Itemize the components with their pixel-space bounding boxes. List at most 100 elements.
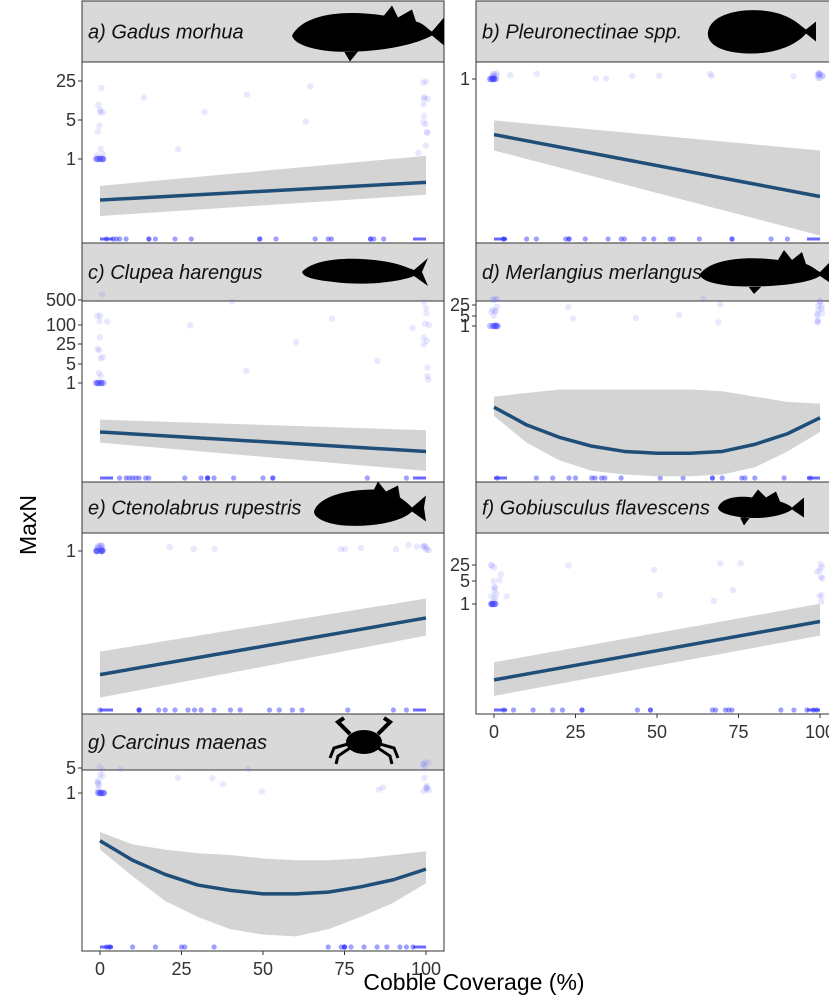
observation-point bbox=[492, 322, 499, 330]
zero-observation bbox=[299, 707, 305, 713]
zero-observation bbox=[130, 475, 136, 481]
observation-point bbox=[420, 298, 428, 305]
zero-observation bbox=[709, 475, 716, 481]
observation-point bbox=[490, 75, 498, 83]
observation-point bbox=[201, 108, 208, 116]
zero-observation bbox=[198, 707, 204, 713]
observation-point bbox=[493, 69, 500, 77]
zero-observation bbox=[651, 236, 657, 242]
observation-point bbox=[292, 338, 300, 346]
observation-point bbox=[94, 379, 102, 387]
observation-point bbox=[96, 547, 104, 554]
zero-observation bbox=[768, 236, 774, 242]
observation-point bbox=[790, 73, 797, 80]
panel-g: g) Carcinus maenas 5 1 0 25 50 75 100 bbox=[66, 713, 445, 979]
zero-observation bbox=[136, 707, 142, 713]
observation-point bbox=[98, 546, 105, 553]
panel-a: a) Gadus morhua 25 5 1 bbox=[56, 0, 445, 244]
observation-point bbox=[424, 95, 431, 103]
observation-point bbox=[337, 546, 345, 553]
observation-point bbox=[96, 155, 103, 162]
zero-observation bbox=[657, 475, 663, 481]
zero-observation bbox=[598, 475, 605, 481]
observation-point bbox=[715, 319, 722, 326]
observation-point bbox=[592, 75, 599, 82]
observation-point bbox=[97, 155, 104, 163]
observation-point bbox=[99, 155, 106, 163]
observation-point bbox=[95, 101, 102, 109]
observation-point bbox=[819, 73, 826, 80]
observation-point bbox=[96, 122, 103, 129]
observation-point bbox=[491, 594, 498, 602]
y-tick-label: 1 bbox=[66, 373, 76, 393]
panel-title: d) Merlangius merlangus bbox=[482, 262, 702, 284]
observation-point bbox=[490, 75, 498, 83]
observation-point bbox=[92, 547, 100, 555]
observation-point bbox=[98, 547, 106, 555]
zero-observation bbox=[667, 236, 673, 242]
observation-point bbox=[488, 75, 495, 82]
observation-point bbox=[602, 75, 610, 82]
observation-point bbox=[814, 319, 821, 326]
observation-point bbox=[487, 561, 495, 568]
zero-observation bbox=[143, 475, 149, 481]
observation-point bbox=[190, 545, 197, 553]
observation-point bbox=[94, 547, 101, 555]
observation-point bbox=[814, 72, 821, 79]
observation-point bbox=[174, 774, 182, 781]
observation-point bbox=[815, 302, 822, 309]
observation-point bbox=[717, 301, 724, 308]
y-tick-label: 1 bbox=[66, 783, 76, 803]
observation-point bbox=[814, 70, 822, 77]
x-tick-label: 25 bbox=[565, 722, 585, 742]
zero-observation bbox=[550, 707, 556, 713]
zero-observation bbox=[579, 707, 585, 713]
observation-point bbox=[491, 583, 498, 591]
observation-point bbox=[650, 566, 658, 574]
observation-point bbox=[97, 379, 104, 387]
observation-point bbox=[492, 75, 500, 83]
confidence-ribbon bbox=[100, 831, 426, 937]
zero-observation bbox=[397, 944, 403, 950]
observation-point bbox=[413, 543, 421, 550]
zero-observation bbox=[709, 475, 716, 481]
observation-point bbox=[817, 560, 824, 568]
observation-point bbox=[97, 545, 105, 553]
observation-point bbox=[95, 785, 102, 793]
zero-observation bbox=[133, 475, 139, 481]
observation-point bbox=[307, 83, 314, 90]
zero-observation bbox=[348, 944, 354, 950]
observation-point bbox=[97, 789, 104, 797]
zero-observation bbox=[260, 475, 266, 481]
observation-point bbox=[815, 307, 822, 314]
crab-icon bbox=[328, 716, 400, 765]
zero-observation bbox=[791, 707, 797, 713]
observation-point bbox=[491, 600, 498, 608]
zero-observation bbox=[381, 236, 387, 242]
zero-observation bbox=[384, 944, 390, 950]
zero-observation bbox=[136, 475, 142, 481]
zero-observation bbox=[156, 707, 162, 713]
panel-title: c) Clupea harengus bbox=[88, 262, 263, 284]
observation-point bbox=[491, 597, 499, 605]
zero-observation bbox=[680, 475, 686, 481]
observation-point bbox=[420, 774, 428, 782]
zero-observation bbox=[589, 475, 595, 481]
observation-point bbox=[814, 74, 822, 82]
observation-point bbox=[816, 74, 823, 82]
observation-point bbox=[425, 759, 432, 766]
zero-observation bbox=[618, 475, 624, 481]
observation-point bbox=[211, 545, 218, 553]
zero-observation bbox=[130, 944, 136, 950]
observation-point bbox=[258, 788, 266, 795]
observation-point bbox=[423, 784, 430, 791]
observation-point bbox=[420, 334, 427, 341]
zero-observation bbox=[204, 475, 211, 481]
observation-point bbox=[487, 75, 494, 83]
zero-observation bbox=[345, 707, 351, 713]
observation-point bbox=[420, 760, 427, 768]
observation-point bbox=[490, 564, 498, 571]
zero-observation bbox=[257, 236, 263, 242]
observation-point bbox=[140, 94, 148, 101]
